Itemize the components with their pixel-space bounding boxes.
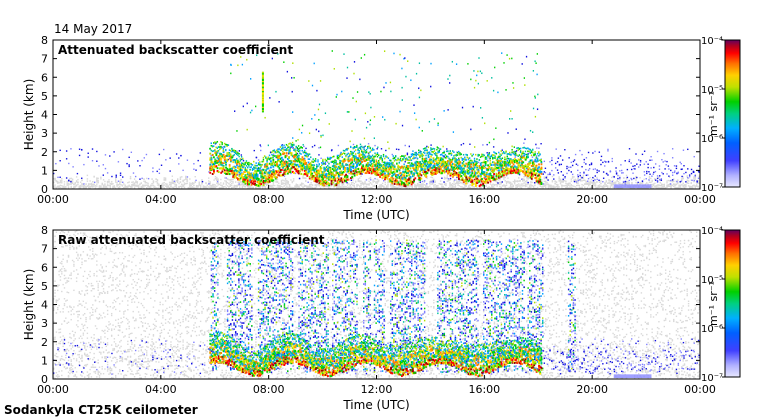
y-tick-label: 4 xyxy=(41,299,48,312)
x-tick-label: 00:00 xyxy=(684,383,716,396)
y-tick-label: 2 xyxy=(41,336,48,349)
footer-label: Sodankyla CT25K ceilometer xyxy=(4,403,198,417)
surface-echo xyxy=(613,184,652,189)
colorbar-tick-label: 10⁻⁵ xyxy=(701,85,723,96)
y-tick-label: 8 xyxy=(41,34,48,47)
x-tick-label: 00:00 xyxy=(684,193,716,206)
x-tick-label: 16:00 xyxy=(468,383,500,396)
panel-raw: Raw attenuated backscatter coefficient 0 1… xyxy=(22,224,741,412)
x-tick-label: 12:00 xyxy=(361,383,393,396)
backscatter-field xyxy=(53,230,700,379)
colorbar-tick-label: 10⁻⁴ xyxy=(701,36,723,47)
x-axis-label: Time (UTC) xyxy=(342,208,409,222)
x-tick-label: 04:00 xyxy=(145,383,177,396)
y-tick-label: 0 xyxy=(41,183,48,196)
panel-title: Raw attenuated backscatter coefficient xyxy=(58,233,325,247)
colorbar-tick-label: 10⁻⁷ xyxy=(701,373,723,384)
colorbar xyxy=(724,229,741,378)
x-tick-label: 04:00 xyxy=(145,193,177,206)
x-tick-label: 16:00 xyxy=(468,193,500,206)
y-axis-label: Height (km) xyxy=(22,269,36,340)
y-tick-label: 8 xyxy=(41,224,48,237)
colorbar-label: m⁻¹ sr⁻¹ xyxy=(707,91,720,136)
colorbar-tick-label: 10⁻⁶ xyxy=(701,324,723,335)
y-tick-label: 5 xyxy=(41,280,48,293)
y-tick-label: 5 xyxy=(41,90,48,103)
y-tick-label: 1 xyxy=(41,354,48,367)
date-label: 14 May 2017 xyxy=(54,22,132,36)
colorbar-tick-label: 10⁻⁶ xyxy=(701,134,723,145)
x-tick-label: 00:00 xyxy=(37,383,69,396)
surface-echo xyxy=(613,374,652,379)
y-tick-label: 1 xyxy=(41,164,48,177)
y-tick-label: 7 xyxy=(41,53,48,66)
y-tick-label: 3 xyxy=(41,127,48,140)
colorbar-tick-label: 10⁻⁷ xyxy=(701,183,723,194)
x-tick-label: 00:00 xyxy=(37,193,69,206)
x-tick-label: 12:00 xyxy=(361,193,393,206)
colorbar-tick-label: 10⁻⁵ xyxy=(701,275,723,286)
y-tick-label: 3 xyxy=(41,317,48,330)
panel-title: Attenuated backscatter coefficient xyxy=(58,43,293,57)
y-axis-label: Height (km) xyxy=(22,79,36,150)
x-tick-label: 08:00 xyxy=(253,383,285,396)
panel-attenuated: Attenuated backscatter coefficient 0 1 2 3 4 5… xyxy=(22,34,741,222)
x-tick-label: 08:00 xyxy=(253,193,285,206)
y-tick-label: 2 xyxy=(41,146,48,159)
x-tick-label: 20:00 xyxy=(576,193,608,206)
x-tick-label: 20:00 xyxy=(576,383,608,396)
y-tick-label: 4 xyxy=(41,109,48,122)
y-tick-label: 0 xyxy=(41,373,48,386)
y-tick-label: 7 xyxy=(41,243,48,256)
y-tick-label: 6 xyxy=(41,71,48,84)
y-tick-label: 6 xyxy=(41,261,48,274)
colorbar-label: m⁻¹ sr⁻¹ xyxy=(707,281,720,326)
colorbar xyxy=(724,39,741,188)
x-axis-label: Time (UTC) xyxy=(342,398,409,412)
colorbar-tick-label: 10⁻⁴ xyxy=(701,226,723,237)
